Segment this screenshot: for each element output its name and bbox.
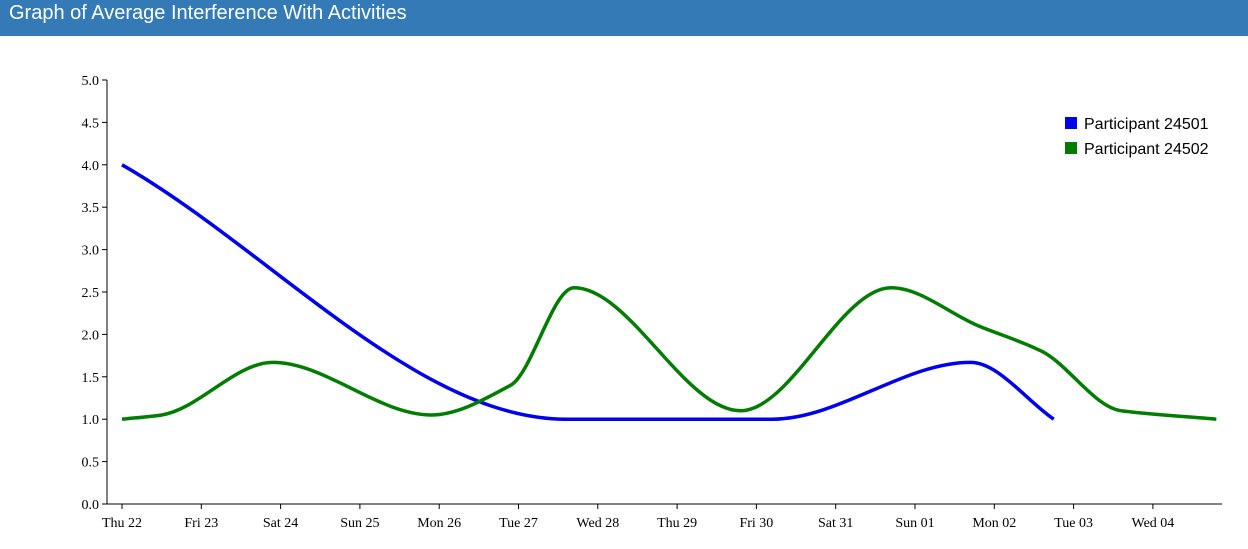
legend: Participant 24501 Participant 24502 bbox=[1065, 116, 1209, 158]
series-line-1 bbox=[121, 163, 1055, 421]
x-tick-label: Thu 29 bbox=[657, 516, 697, 531]
series-line-2 bbox=[121, 286, 1217, 421]
x-tick-label: Fri 23 bbox=[184, 516, 218, 531]
series-layer bbox=[121, 163, 1217, 421]
y-tick-label: 1.0 bbox=[82, 413, 100, 428]
x-tick-label: Sat 31 bbox=[818, 516, 853, 531]
x-tick-label: Wed 28 bbox=[576, 516, 619, 531]
legend-label-1: Participant 24501 bbox=[1084, 116, 1209, 133]
legend-swatch-1 bbox=[1065, 117, 1077, 129]
y-axis: 0.0 0.5 1.0 1.5 2.0 2.5 3.0 3.5 4.0 4.5 5.0 bbox=[82, 74, 108, 513]
x-tick-label: Mon 26 bbox=[417, 516, 461, 531]
x-tick-label: Tue 27 bbox=[499, 516, 538, 531]
y-tick-label: 2.0 bbox=[82, 328, 100, 343]
x-tick-label: Wed 04 bbox=[1131, 516, 1174, 531]
header-bar: Graph of Average Interference With Activ… bbox=[0, 0, 1248, 36]
y-tick-label: 2.5 bbox=[82, 286, 100, 301]
x-axis: Thu 22 Fri 23 Sat 24 Sun 25 Mon 26 Tue 27 Wed … bbox=[102, 503, 1222, 531]
x-tick-label: Sat 24 bbox=[263, 516, 298, 531]
x-tick-label: Sun 01 bbox=[895, 516, 934, 531]
x-tick-label: Mon 02 bbox=[972, 516, 1016, 531]
y-tick-label: 0.5 bbox=[82, 456, 100, 471]
y-tick-label: 3.0 bbox=[82, 244, 100, 259]
y-tick-label: 4.5 bbox=[82, 116, 100, 131]
x-tick-label: Tue 03 bbox=[1054, 516, 1093, 531]
legend-swatch-2 bbox=[1065, 142, 1077, 154]
x-tick-label: Fri 30 bbox=[739, 516, 773, 531]
y-tick-label: 3.5 bbox=[82, 201, 100, 216]
y-tick-label: 4.0 bbox=[82, 159, 100, 174]
y-tick-label: 5.0 bbox=[82, 74, 100, 89]
page-title: Graph of Average Interference With Activ… bbox=[9, 2, 407, 24]
legend-label-2: Participant 24502 bbox=[1084, 141, 1209, 158]
y-tick-label: 0.0 bbox=[82, 498, 100, 513]
x-tick-label: Sun 25 bbox=[340, 516, 379, 531]
x-tick-label: Thu 22 bbox=[102, 516, 142, 531]
y-tick-label: 1.5 bbox=[82, 371, 100, 386]
